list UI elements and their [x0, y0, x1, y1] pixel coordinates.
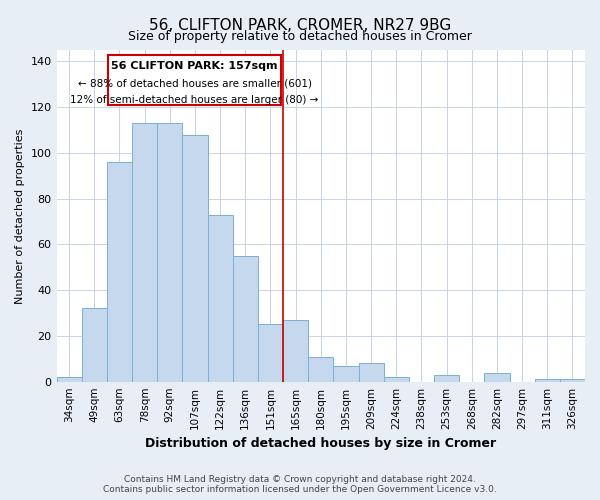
Bar [383, 377, 409, 382]
Bar [334, 366, 359, 382]
Bar [484, 372, 509, 382]
Text: 56 CLIFTON PARK: 157sqm: 56 CLIFTON PARK: 157sqm [112, 62, 278, 72]
Bar [233, 256, 258, 382]
Text: ← 88% of detached houses are smaller (601): ← 88% of detached houses are smaller (60… [77, 78, 311, 88]
Bar [359, 364, 383, 382]
Bar [208, 214, 233, 382]
Bar [283, 320, 308, 382]
Bar [258, 324, 283, 382]
X-axis label: Distribution of detached houses by size in Cromer: Distribution of detached houses by size … [145, 437, 496, 450]
Bar [560, 380, 585, 382]
Bar [82, 308, 107, 382]
Text: Size of property relative to detached houses in Cromer: Size of property relative to detached ho… [128, 30, 472, 43]
Text: Contains HM Land Registry data © Crown copyright and database right 2024.
Contai: Contains HM Land Registry data © Crown c… [103, 474, 497, 494]
Bar [434, 375, 459, 382]
Text: 12% of semi-detached houses are larger (80) →: 12% of semi-detached houses are larger (… [70, 94, 319, 104]
Bar [56, 377, 82, 382]
FancyBboxPatch shape [108, 54, 281, 105]
Bar [107, 162, 132, 382]
Bar [132, 123, 157, 382]
Bar [535, 380, 560, 382]
Y-axis label: Number of detached properties: Number of detached properties [15, 128, 25, 304]
Bar [308, 356, 334, 382]
Bar [157, 123, 182, 382]
Text: 56, CLIFTON PARK, CROMER, NR27 9BG: 56, CLIFTON PARK, CROMER, NR27 9BG [149, 18, 451, 32]
Bar [182, 134, 208, 382]
